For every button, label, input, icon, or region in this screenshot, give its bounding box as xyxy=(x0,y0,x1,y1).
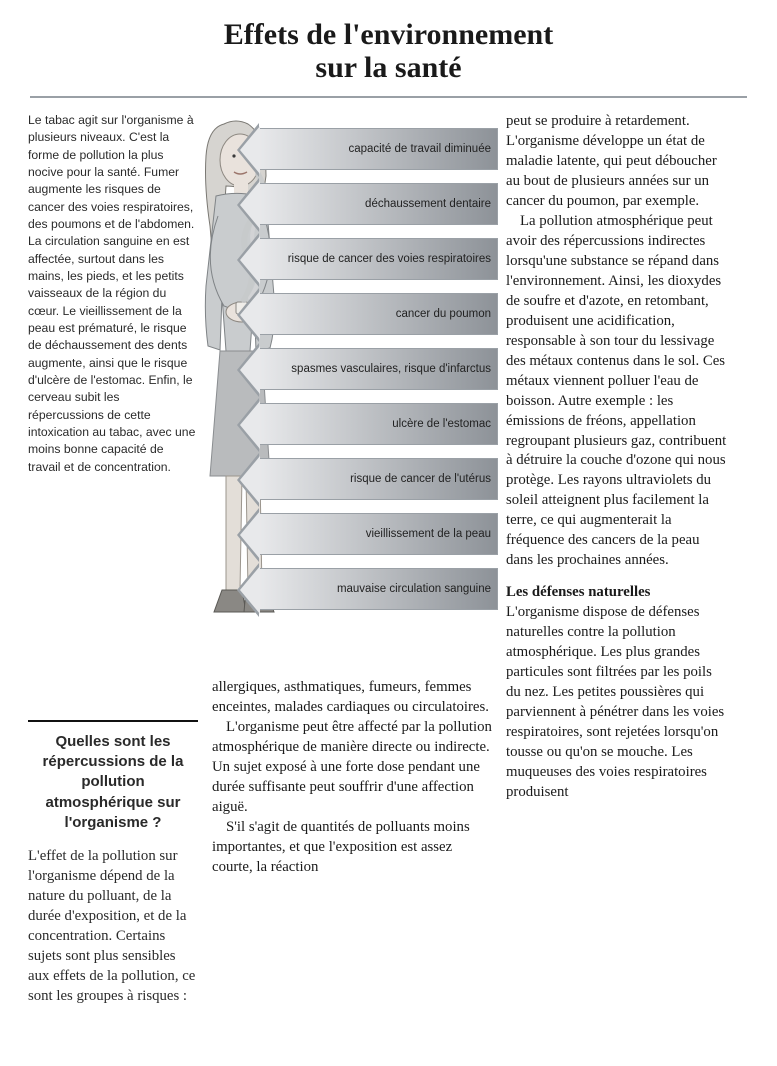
subheading: Quelles sont les répercussions de la pol… xyxy=(28,732,198,833)
right-para: peut se produire à retardement. L'organi… xyxy=(506,112,728,212)
arrow-label: risque de cancer de l'utérus xyxy=(259,473,497,486)
title-line-1: Effets de l'environnement xyxy=(224,18,553,51)
arrow-7: vieillissement de la peau xyxy=(258,513,498,555)
middle-column: capacité de travail diminuéedéchaussemen… xyxy=(212,112,492,1007)
middle-text: allergiques, asthmatiques, fumeurs, femm… xyxy=(212,642,492,878)
mid-para: allergiques, asthmatiques, fumeurs, femm… xyxy=(212,678,492,718)
right-column: peut se produire à retardement. L'organi… xyxy=(506,112,728,1007)
arrow-label: vieillissement de la peau xyxy=(259,528,497,541)
arrow-4: spasmes vasculaires, risque d'infarctus xyxy=(258,348,498,390)
arrow-label: cancer du poumon xyxy=(259,308,497,321)
subheading-rule xyxy=(28,720,198,722)
arrow-label: ulcère de l'estomac xyxy=(259,418,497,431)
arrow-0: capacité de travail diminuée xyxy=(258,128,498,170)
mid-para: S'il s'agit de quantités de polluants mo… xyxy=(212,818,492,878)
arrow-label: capacité de travail diminuée xyxy=(259,143,497,156)
arrow-label: risque de cancer des voies respiratoires xyxy=(259,253,497,266)
title-line-2: sur la santé xyxy=(315,51,461,84)
page-title: Effets de l'environnement sur la santé xyxy=(0,0,777,92)
right-para: La pollution atmosphérique peut avoir de… xyxy=(506,212,728,571)
arrow-2: risque de cancer des voies respiratoires xyxy=(258,238,498,280)
arrow-6: risque de cancer de l'utérus xyxy=(258,458,498,500)
right-para: L'organisme dispose de défenses naturell… xyxy=(506,603,728,803)
arrow-label: spasmes vasculaires, risque d'infarctus xyxy=(259,363,497,376)
arrow-1: déchaussement dentaire xyxy=(258,183,498,225)
page-body: Le tabac agit sur l'organisme à plusieur… xyxy=(0,98,777,1007)
section-heading: Les défenses naturelles xyxy=(506,583,728,603)
arrow-label: déchaussement dentaire xyxy=(259,198,497,211)
left-body-para: L'effet de la pollution sur l'organisme … xyxy=(28,847,198,1007)
figure-diagram: capacité de travail diminuéedéchaussemen… xyxy=(212,112,492,642)
arrow-5: ulcère de l'estomac xyxy=(258,403,498,445)
mid-para: L'organisme peut être affecté par la pol… xyxy=(212,718,492,818)
arrow-8: mauvaise circulation sanguine xyxy=(258,568,498,610)
arrow-3: cancer du poumon xyxy=(258,293,498,335)
arrow-label: mauvaise circulation sanguine xyxy=(259,583,497,596)
arrow-stack: capacité de travail diminuée déchaussemen… xyxy=(258,128,498,610)
